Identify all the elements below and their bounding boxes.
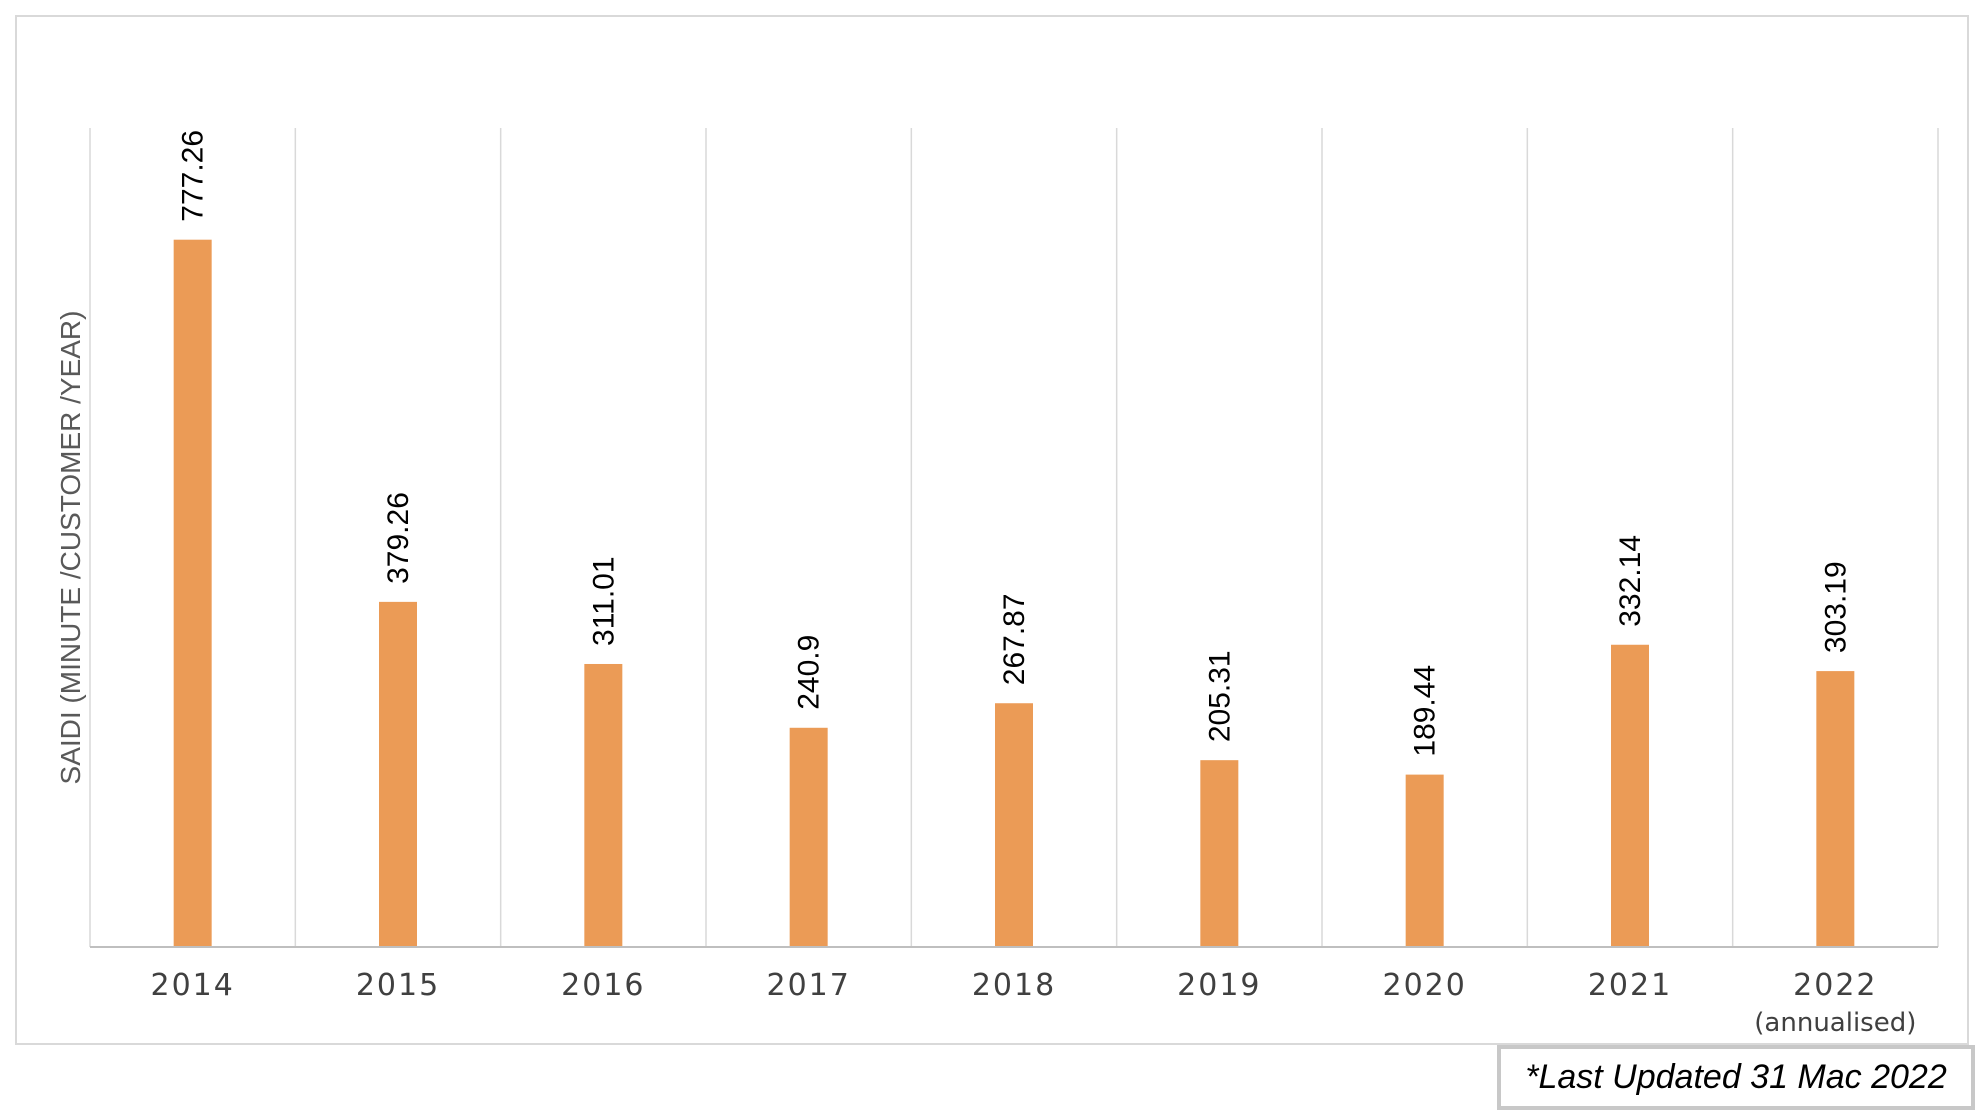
x-tick-2016: 2016 — [561, 968, 645, 1003]
x-tick-2015: 2015 — [356, 968, 440, 1003]
bars — [173, 239, 1855, 947]
bar-2017 — [789, 727, 828, 947]
bar-2021 — [1611, 644, 1649, 947]
data-label-2021: 332.14 — [1614, 535, 1647, 627]
bar-2016 — [584, 663, 623, 947]
bar-2019 — [1200, 760, 1239, 947]
x-tick-sublabel-2022: (annualised) — [1754, 1008, 1916, 1038]
data-label-2014: 777.26 — [177, 130, 210, 222]
last-updated-note: *Last Updated 31 Mac 2022 — [1497, 1045, 1975, 1110]
data-label-2018: 267.87 — [998, 593, 1031, 685]
last-updated-text: *Last Updated 31 Mac 2022 — [1525, 1058, 1947, 1096]
data-label-2016: 311.01 — [587, 556, 620, 646]
x-tick-2020: 2020 — [1382, 968, 1466, 1003]
bar-2022 — [1816, 671, 1855, 947]
x-tick-2017: 2017 — [766, 968, 850, 1003]
x-axis-tick-labels: 2014 2015 2016 2017 2018 2019 2020 2021 2022 (ann… — [150, 968, 1916, 1038]
chart-frame — [15, 15, 1969, 1045]
data-label-2022: 303.19 — [1819, 561, 1852, 653]
x-tick-2022: 2022 — [1793, 968, 1877, 1003]
data-label-2017: 240.9 — [793, 635, 826, 710]
x-tick-2021: 2021 — [1588, 968, 1672, 1003]
data-label-2015: 379.26 — [382, 492, 415, 584]
x-tick-2019: 2019 — [1177, 968, 1261, 1003]
grid-lines — [89, 128, 1939, 947]
bar-2020 — [1405, 774, 1444, 947]
data-label-2019: 205.31 — [1203, 650, 1236, 742]
y-axis-title: SAIDI (MINUTE /CUSTOMER /YEAR) — [55, 311, 86, 785]
x-tick-2014: 2014 — [150, 968, 234, 1003]
bar-chart: 777.26 379.26 311.01 240.9 267.87 205.31 189.4… — [55, 128, 1939, 1038]
x-tick-2018: 2018 — [972, 968, 1056, 1003]
bar-2015 — [379, 601, 417, 947]
data-labels: 777.26 379.26 311.01 240.9 267.87 205.31 189.4… — [177, 130, 1853, 757]
data-label-2020: 189.44 — [1409, 665, 1442, 757]
bar-2018 — [995, 703, 1033, 947]
bar-2014 — [173, 239, 212, 947]
